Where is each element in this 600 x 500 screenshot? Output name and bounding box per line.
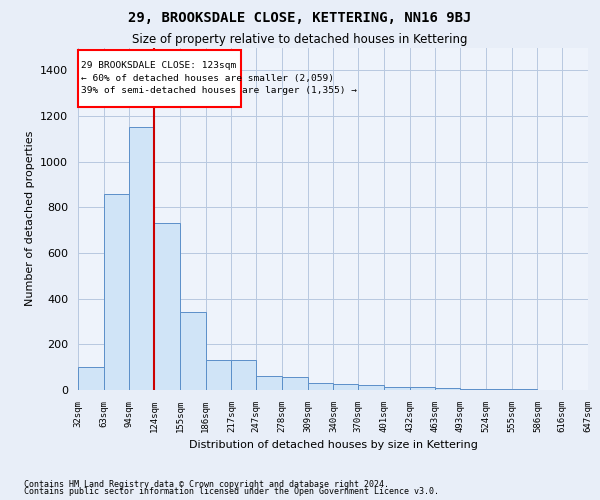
Bar [78, 50, 241, 107]
Text: 29, BROOKSDALE CLOSE, KETTERING, NN16 9BJ: 29, BROOKSDALE CLOSE, KETTERING, NN16 9B… [128, 11, 472, 25]
Text: Size of property relative to detached houses in Kettering: Size of property relative to detached ho… [132, 32, 468, 46]
Bar [486, 389, 512, 390]
Bar [460, 389, 486, 390]
Bar [104, 194, 130, 390]
X-axis label: Distribution of detached houses by size in Kettering: Distribution of detached houses by size … [188, 440, 478, 450]
Bar [154, 224, 180, 390]
Bar [308, 383, 334, 390]
Bar [130, 128, 154, 390]
Bar [180, 312, 206, 390]
Bar [384, 386, 410, 390]
Bar [232, 360, 256, 390]
Bar [282, 378, 308, 390]
Text: Contains public sector information licensed under the Open Government Licence v3: Contains public sector information licen… [24, 487, 439, 496]
Text: Contains HM Land Registry data © Crown copyright and database right 2024.: Contains HM Land Registry data © Crown c… [24, 480, 389, 489]
Bar [410, 386, 436, 390]
Y-axis label: Number of detached properties: Number of detached properties [25, 131, 35, 306]
Text: 29 BROOKSDALE CLOSE: 123sqm
← 60% of detached houses are smaller (2,059)
39% of : 29 BROOKSDALE CLOSE: 123sqm ← 60% of det… [82, 62, 358, 96]
Bar [78, 367, 104, 390]
Bar [334, 384, 358, 390]
Bar [358, 386, 384, 390]
Bar [436, 388, 460, 390]
Bar [256, 376, 282, 390]
Bar [206, 360, 232, 390]
